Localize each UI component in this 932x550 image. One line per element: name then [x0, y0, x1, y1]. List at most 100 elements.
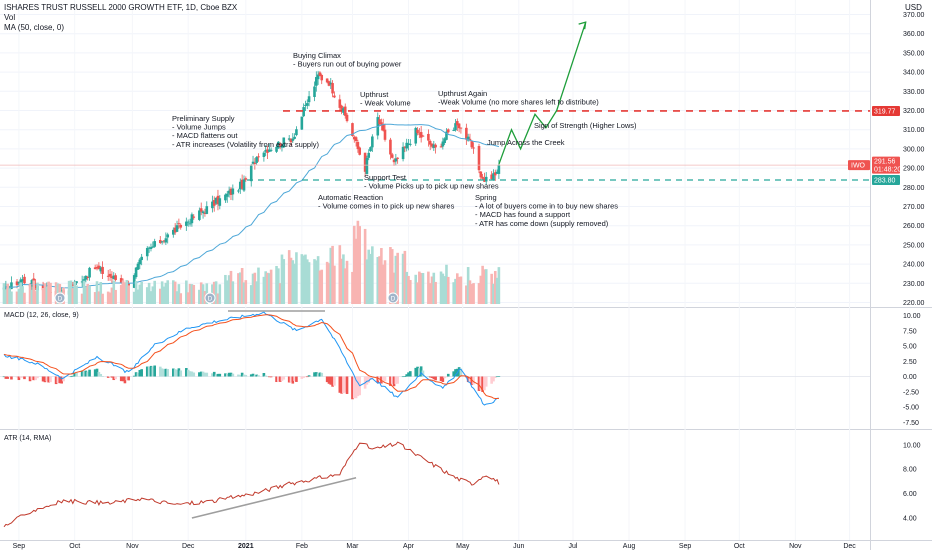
- macd-histogram-bar: [45, 376, 49, 382]
- price-tick-label: 290.00: [903, 166, 925, 173]
- macd-histogram-bar: [192, 372, 196, 377]
- candle-body: [19, 279, 23, 284]
- candle-body: [108, 273, 112, 277]
- candle-body: [119, 278, 123, 284]
- macd-histogram-bar: [367, 376, 371, 383]
- macd-histogram-bar: [80, 370, 84, 377]
- macd-histogram-bar: [127, 376, 130, 381]
- macd-histogram-bar: [23, 376, 26, 380]
- volume-bar: [428, 283, 432, 304]
- candle-body: [459, 127, 463, 129]
- candle-body: [188, 223, 192, 225]
- price-tick-label: 250.00: [903, 242, 925, 249]
- volume-bar: [468, 280, 472, 304]
- candle-body: [218, 198, 222, 206]
- candle-body: [262, 152, 266, 157]
- macd-histogram-bar: [369, 376, 372, 380]
- candle-body: [264, 150, 267, 152]
- volume-bar: [409, 279, 412, 304]
- candle-body: [93, 267, 97, 270]
- macd-histogram-bar: [162, 369, 166, 377]
- macd-histogram-bar: [371, 376, 374, 379]
- macd-histogram-bar: [403, 376, 407, 377]
- volume-bar: [262, 276, 266, 304]
- macd-histogram-bar: [166, 369, 170, 377]
- volume-bar: [275, 265, 278, 304]
- volume-bar: [47, 281, 50, 304]
- volume-bar: [201, 284, 205, 304]
- macd-histogram-bar: [351, 376, 354, 400]
- macd-histogram-bar: [175, 369, 179, 377]
- annotation-spring-line: - ATR has come down (supply removed): [475, 219, 609, 228]
- macd-histogram-bar: [110, 376, 114, 378]
- time-tick-label: Jun: [513, 543, 524, 550]
- dividend-marker: [54, 292, 66, 304]
- annotation-auto_reaction-line: - Volume comes in to pick up new shares: [318, 202, 455, 211]
- time-tick-label: May: [456, 543, 470, 550]
- volume-bar: [302, 255, 305, 304]
- volume-bar: [54, 282, 58, 304]
- candle-body: [151, 246, 155, 248]
- volume-bar: [405, 271, 408, 304]
- volume-bar: [383, 260, 387, 304]
- macd-histogram-bar: [240, 372, 244, 377]
- candle-body: [352, 136, 356, 140]
- volume-bar: [36, 282, 39, 304]
- candle-body: [472, 147, 475, 149]
- macd-histogram-bar: [291, 376, 295, 384]
- volume-bar: [269, 269, 273, 304]
- candle-body: [190, 214, 194, 224]
- volume-bar: [199, 282, 203, 304]
- macd-histogram-bar: [282, 376, 286, 380]
- candle-body: [403, 146, 407, 148]
- macd-histogram-bar: [315, 372, 318, 377]
- volume-bar: [459, 276, 463, 304]
- macd-histogram-bar: [477, 376, 481, 391]
- macd-histogram-bar: [123, 376, 127, 384]
- volume-bar: [237, 273, 240, 304]
- candle-body: [198, 210, 201, 220]
- candle-body: [145, 247, 149, 257]
- macd-histogram-bar: [231, 373, 235, 377]
- volume-bar: [493, 271, 497, 304]
- macd-histogram-bar: [8, 376, 11, 378]
- volume-bar: [28, 284, 32, 304]
- volume-bar: [414, 274, 418, 304]
- macd-histogram-bar: [251, 373, 255, 377]
- candle-body: [340, 105, 343, 111]
- volume-bar: [166, 280, 170, 304]
- macd-histogram-bar: [60, 376, 63, 384]
- volume-bar: [376, 257, 380, 304]
- candle-body: [249, 165, 253, 182]
- candle-body: [409, 143, 412, 145]
- macd-pane-title: MACD (12, 26, close, 9): [4, 312, 79, 319]
- macd-histogram-bar: [278, 376, 282, 382]
- macd-histogram-bar: [6, 376, 10, 379]
- volume-bar: [158, 288, 162, 304]
- volume-bar: [164, 282, 168, 304]
- macd-histogram-bar: [320, 372, 324, 377]
- candle-body: [394, 158, 398, 162]
- price-tick-label: 270.00: [903, 204, 925, 211]
- macd-histogram-bar: [99, 373, 103, 377]
- macd-histogram-bar: [405, 374, 408, 377]
- volume-bar: [293, 263, 296, 304]
- candle-body: [363, 152, 367, 172]
- macd-histogram-bar: [172, 368, 175, 377]
- macd-histogram-bar: [472, 376, 475, 385]
- volume-bar: [338, 245, 342, 304]
- volume-bar: [73, 281, 76, 304]
- macd-histogram-bar: [439, 376, 443, 382]
- candle-body: [185, 221, 188, 226]
- macd-histogram-bar: [158, 366, 162, 377]
- volume-bar: [4, 289, 8, 304]
- macd-histogram-bar: [416, 366, 419, 377]
- candle-body: [443, 138, 446, 144]
- volume-bar: [123, 282, 127, 304]
- macd-histogram-bar: [295, 376, 298, 382]
- macd-histogram-bar: [434, 376, 437, 381]
- volume-bar: [394, 255, 398, 304]
- volume-bar: [401, 253, 405, 304]
- macd-histogram-bar: [280, 376, 284, 381]
